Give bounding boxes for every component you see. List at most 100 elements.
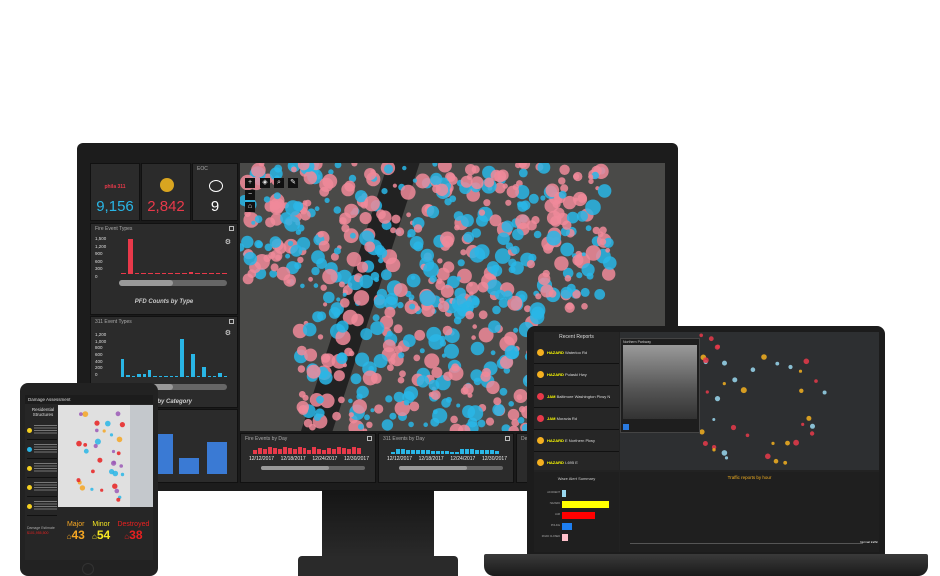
map-marker[interactable] [333, 247, 341, 255]
map-marker[interactable] [426, 205, 440, 219]
map-marker[interactable] [535, 293, 542, 300]
map-marker[interactable] [304, 348, 318, 362]
map-marker[interactable] [82, 411, 89, 417]
day-bar[interactable] [277, 449, 282, 454]
map-marker[interactable] [471, 335, 476, 340]
map-marker[interactable] [357, 423, 364, 430]
map-marker[interactable] [328, 307, 341, 319]
map-marker[interactable] [370, 408, 375, 413]
map-marker[interactable] [515, 214, 530, 229]
map-marker[interactable] [560, 184, 569, 193]
map-marker[interactable] [785, 440, 790, 446]
map-marker[interactable] [513, 327, 519, 333]
map-marker[interactable] [119, 464, 123, 468]
chart-scrollbar[interactable] [399, 466, 503, 470]
day-bar[interactable] [272, 447, 277, 454]
map-marker[interactable] [303, 418, 313, 428]
grid-view-icon[interactable] [623, 424, 629, 430]
map-marker[interactable] [460, 214, 474, 227]
map-marker[interactable] [336, 352, 348, 364]
map-marker[interactable] [453, 307, 466, 320]
map-marker[interactable] [285, 253, 291, 259]
map-marker[interactable] [90, 487, 94, 491]
map-marker[interactable] [399, 370, 406, 378]
map-marker[interactable] [438, 300, 450, 313]
map-marker[interactable] [552, 200, 561, 209]
map-marker[interactable] [588, 174, 594, 180]
bar[interactable] [181, 273, 187, 274]
map-marker[interactable] [428, 379, 440, 391]
map-marker[interactable] [251, 220, 256, 225]
map-marker[interactable] [389, 412, 397, 420]
map-marker[interactable] [323, 302, 328, 307]
day-bar[interactable] [352, 446, 357, 454]
day-bar[interactable] [297, 447, 302, 454]
map-marker[interactable] [94, 420, 100, 426]
measure-button[interactable]: ✎ [288, 178, 298, 188]
map-marker[interactable] [546, 230, 562, 246]
map-marker[interactable] [702, 441, 708, 446]
map-marker[interactable] [548, 289, 557, 298]
map-marker[interactable] [116, 436, 123, 443]
bar[interactable] [185, 375, 190, 377]
day-bar[interactable] [470, 449, 475, 454]
map-marker[interactable] [364, 168, 377, 181]
map-marker[interactable] [463, 231, 475, 243]
map-marker[interactable] [712, 448, 716, 452]
day-bar[interactable] [450, 451, 455, 454]
map-marker[interactable] [518, 168, 528, 178]
day-bar[interactable] [332, 448, 337, 454]
map-marker[interactable] [503, 290, 513, 300]
map-marker[interactable] [540, 195, 546, 201]
day-bar[interactable] [435, 450, 440, 454]
map-marker[interactable] [490, 169, 502, 181]
map-marker[interactable] [346, 252, 362, 267]
layers-button[interactable]: ◈ [260, 178, 270, 188]
map-marker[interactable] [799, 388, 804, 393]
bar[interactable] [126, 375, 130, 377]
day-bar[interactable] [253, 450, 257, 454]
bar[interactable] [562, 512, 595, 519]
map-marker[interactable] [711, 445, 717, 450]
map-marker[interactable] [406, 212, 411, 218]
day-bar[interactable] [410, 449, 415, 454]
map-marker[interactable] [109, 469, 115, 475]
bar[interactable] [195, 273, 200, 274]
map-marker[interactable] [392, 183, 397, 188]
map-marker[interactable] [287, 240, 294, 247]
bar[interactable] [127, 239, 133, 274]
bar[interactable] [562, 501, 609, 508]
map-marker[interactable] [385, 257, 401, 273]
map-marker[interactable] [599, 238, 607, 245]
map-marker[interactable] [577, 193, 587, 203]
map-marker[interactable] [714, 344, 720, 350]
map-marker[interactable] [429, 275, 437, 283]
map-marker[interactable] [387, 364, 394, 372]
day-bar[interactable] [317, 448, 322, 454]
map-marker[interactable] [423, 422, 428, 428]
map-marker[interactable] [507, 295, 523, 311]
map-marker[interactable] [408, 421, 414, 428]
bar[interactable] [562, 490, 567, 497]
map-marker[interactable] [446, 173, 456, 182]
map-marker[interactable] [528, 193, 539, 204]
map-marker[interactable] [564, 275, 572, 282]
map-marker[interactable] [793, 439, 799, 446]
map-marker[interactable] [391, 214, 401, 224]
structure-item[interactable] [27, 440, 57, 459]
map-marker[interactable] [265, 217, 276, 228]
map-marker[interactable] [360, 328, 373, 341]
bar[interactable] [208, 273, 214, 274]
map-marker[interactable] [313, 283, 319, 288]
map-marker[interactable] [462, 405, 476, 419]
day-bar[interactable] [475, 449, 480, 454]
map-marker[interactable] [699, 333, 703, 338]
map-marker[interactable] [254, 215, 263, 223]
map-marker[interactable] [515, 185, 530, 200]
map-marker[interactable] [364, 414, 370, 421]
home-button[interactable]: ⌂ [245, 202, 255, 212]
maximize-icon[interactable] [229, 226, 234, 231]
bar[interactable] [207, 376, 211, 377]
chart-scrollbar[interactable] [119, 280, 227, 286]
map-marker[interactable] [483, 199, 491, 207]
